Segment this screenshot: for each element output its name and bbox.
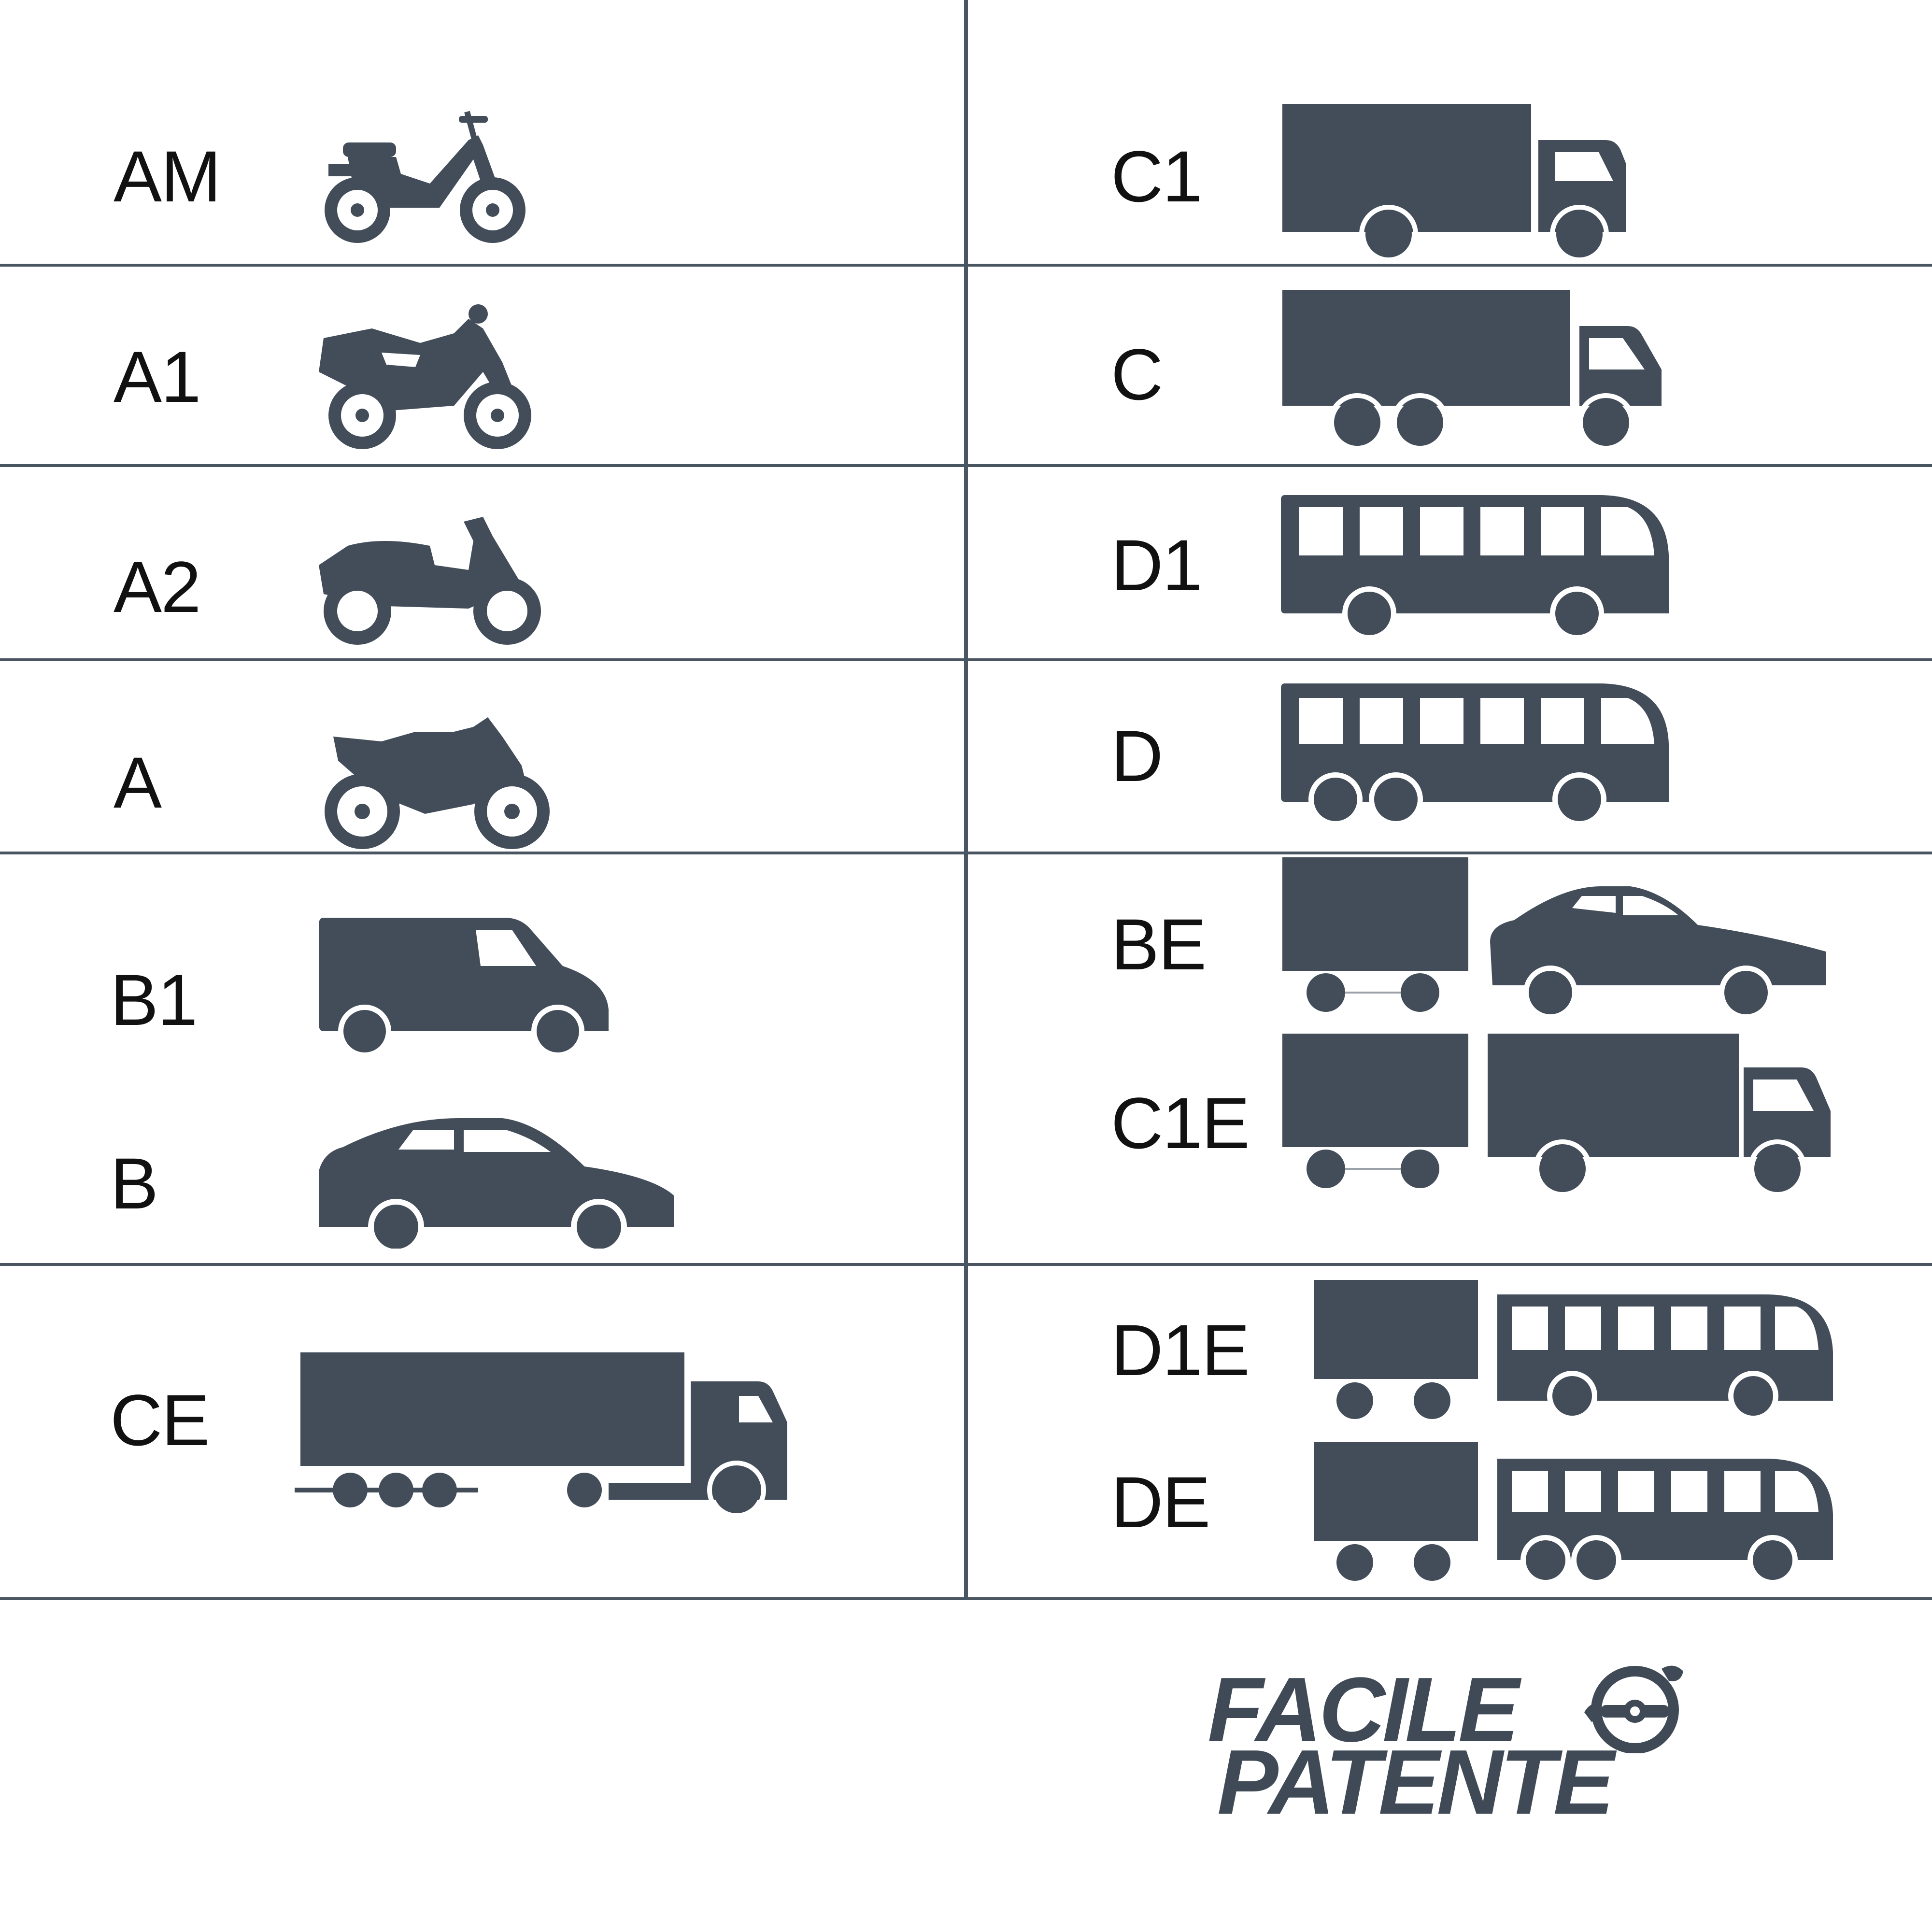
car-icon — [314, 1113, 681, 1249]
column-divider — [964, 0, 968, 1600]
logo-line-2: PATENTE — [1217, 1736, 1612, 1828]
semi-truck-icon — [295, 1350, 787, 1514]
steering-wheel-icon — [1582, 1657, 1693, 1753]
logo: FACILE PATENTE — [1203, 1657, 1773, 1821]
license-label-am: AM — [114, 140, 220, 213]
license-label-c: C — [1111, 338, 1162, 411]
van-icon — [316, 913, 611, 1058]
license-label-d: D — [1111, 720, 1162, 792]
minibus-with-trailer-icon — [1314, 1280, 1835, 1425]
license-label-be: BE — [1111, 908, 1206, 980]
license-label-d1: D1 — [1111, 529, 1202, 601]
license-label-b1: B1 — [110, 964, 197, 1036]
license-label-d1e: D1E — [1111, 1314, 1249, 1386]
bus-with-trailer-icon — [1314, 1442, 1835, 1587]
car-with-trailer-icon — [1282, 857, 1828, 1017]
license-label-a1: A1 — [114, 341, 200, 413]
license-label-c1e: C1E — [1111, 1087, 1249, 1159]
license-label-b: B — [110, 1147, 157, 1220]
bus-icon — [1280, 681, 1671, 831]
scooter-icon — [309, 299, 541, 449]
light-truck-with-trailer-icon — [1282, 1034, 1833, 1193]
truck-icon — [1280, 287, 1666, 452]
moped-icon — [309, 101, 531, 246]
license-label-c1: C1 — [1111, 140, 1202, 213]
license-label-de: DE — [1111, 1466, 1209, 1538]
license-label-a: A — [114, 746, 161, 819]
maxi-scooter-icon — [309, 502, 551, 647]
license-label-ce: CE — [110, 1384, 209, 1456]
light-truck-icon — [1282, 101, 1630, 266]
license-label-a2: A2 — [114, 551, 200, 623]
sport-motorcycle-icon — [309, 708, 555, 852]
minibus-icon — [1280, 493, 1671, 638]
